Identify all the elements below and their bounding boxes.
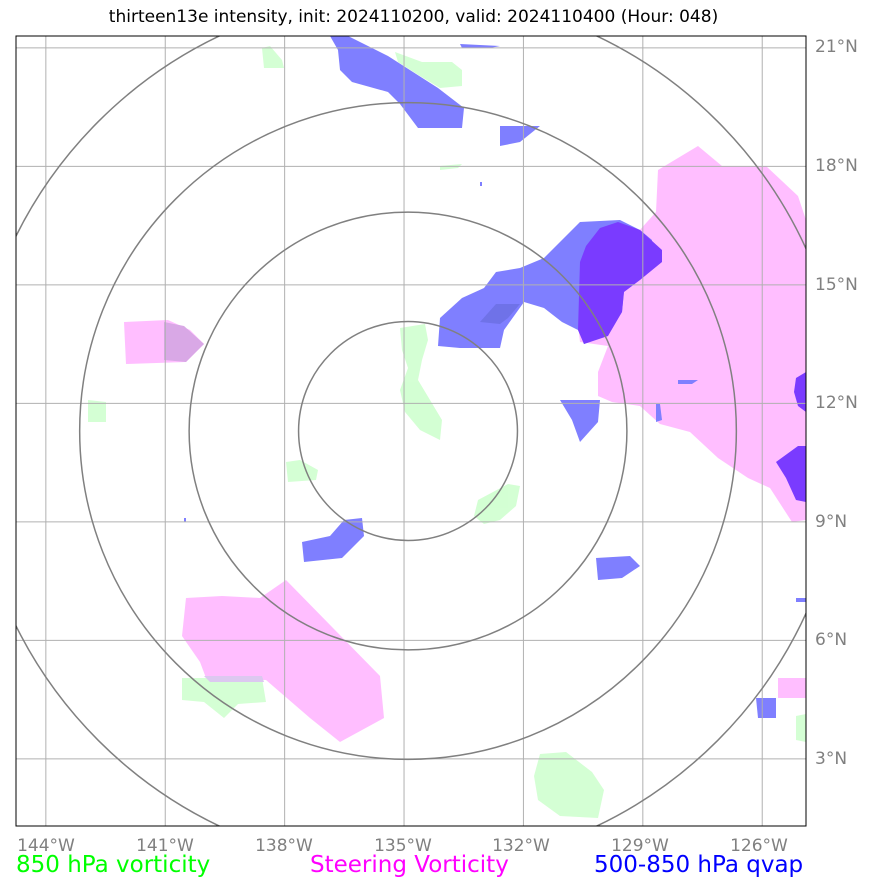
qvap-region [756,698,776,718]
y-axis-ticks: 21°N 18°N 15°N 12°N 9°N 6°N 3°N [815,37,858,769]
vorticity-850-region [88,400,106,422]
lat-tick-label: 15°N [815,275,858,295]
overlap-region [794,372,806,412]
overlap-region [776,446,806,502]
overlap-region [204,676,264,682]
lon-tick-label: 144°W [17,836,75,856]
vorticity-850-region [286,460,318,482]
vorticity-850-region [395,52,462,88]
lat-tick-label: 6°N [815,630,847,650]
qvap-region [460,44,500,48]
lat-tick-label: 12°N [815,393,858,413]
steering-vorticity-region [778,678,806,698]
qvap-region [678,380,698,384]
lon-tick-label: 141°W [136,836,194,856]
lat-tick-label: 18°N [815,156,858,176]
vorticity-850-region [534,752,604,818]
overlap-region [578,222,662,344]
vorticity-850-fields [88,46,806,818]
grid-lines [16,36,806,826]
vorticity-850-region [440,164,462,170]
qvap-region [480,182,482,186]
plot-frame [15,35,807,827]
legend-850-vorticity: 850 hPa vorticity [16,852,211,878]
qvap-region [560,400,600,442]
range-ring [188,211,628,651]
map-title: thirteen13e intensity, init: 2024110200,… [108,7,719,27]
range-rings [16,36,806,826]
overlap-region [480,304,520,324]
legend-qvap: 500-850 hPa qvap [594,852,804,878]
qvap-region [656,404,662,422]
lon-tick-label: 132°W [492,836,550,856]
lon-tick-label: 138°W [255,836,313,856]
vorticity-850-region [262,46,284,68]
lat-tick-label: 9°N [815,512,847,532]
vorticity-850-region [182,678,266,718]
qvap-region [796,598,806,602]
qvap-region [500,126,540,146]
lat-tick-label: 3°N [815,749,847,769]
lon-tick-label: 126°W [730,836,788,856]
qvap-region [184,518,186,522]
steering-vorticity-region [578,146,806,522]
qvap-region [596,556,640,580]
steering-vorticity-region [182,580,384,742]
overlap-region [164,322,204,362]
range-ring [78,101,738,761]
lon-tick-label: 129°W [611,836,669,856]
vorticity-850-region [474,484,520,524]
steering-vorticity-fields [124,146,806,742]
qvap-region [302,518,364,562]
qvap-region [330,36,464,128]
lat-tick-label: 21°N [815,37,858,57]
x-axis-ticks: 144°W 141°W 138°W 135°W 132°W 129°W 126°… [17,836,788,856]
vorticity-850-region [796,714,806,742]
legend-steering-vorticity: Steering Vorticity [310,852,509,878]
lon-tick-label: 135°W [374,836,432,856]
overlap-fields [164,222,806,682]
vorticity-850-region [400,324,442,440]
range-ring [297,320,519,542]
